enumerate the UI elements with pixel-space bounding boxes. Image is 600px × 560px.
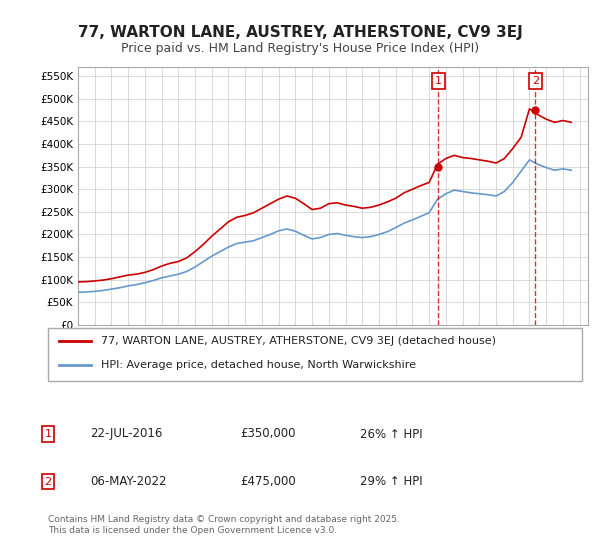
Text: Contains HM Land Registry data © Crown copyright and database right 2025.
This d: Contains HM Land Registry data © Crown c… (48, 515, 400, 535)
Text: 2: 2 (44, 477, 52, 487)
Text: 26% ↑ HPI: 26% ↑ HPI (360, 427, 422, 441)
FancyBboxPatch shape (48, 328, 582, 381)
Text: 1: 1 (435, 76, 442, 86)
Text: 2: 2 (532, 76, 539, 86)
Text: Price paid vs. HM Land Registry's House Price Index (HPI): Price paid vs. HM Land Registry's House … (121, 42, 479, 55)
Text: 06-MAY-2022: 06-MAY-2022 (90, 475, 167, 488)
Text: 77, WARTON LANE, AUSTREY, ATHERSTONE, CV9 3EJ (detached house): 77, WARTON LANE, AUSTREY, ATHERSTONE, CV… (101, 336, 496, 346)
Text: 1: 1 (44, 429, 52, 439)
Text: 22-JUL-2016: 22-JUL-2016 (90, 427, 163, 441)
Text: HPI: Average price, detached house, North Warwickshire: HPI: Average price, detached house, Nort… (101, 360, 416, 370)
Text: 77, WARTON LANE, AUSTREY, ATHERSTONE, CV9 3EJ: 77, WARTON LANE, AUSTREY, ATHERSTONE, CV… (77, 25, 523, 40)
Text: £350,000: £350,000 (240, 427, 296, 441)
Text: £475,000: £475,000 (240, 475, 296, 488)
Text: 29% ↑ HPI: 29% ↑ HPI (360, 475, 422, 488)
